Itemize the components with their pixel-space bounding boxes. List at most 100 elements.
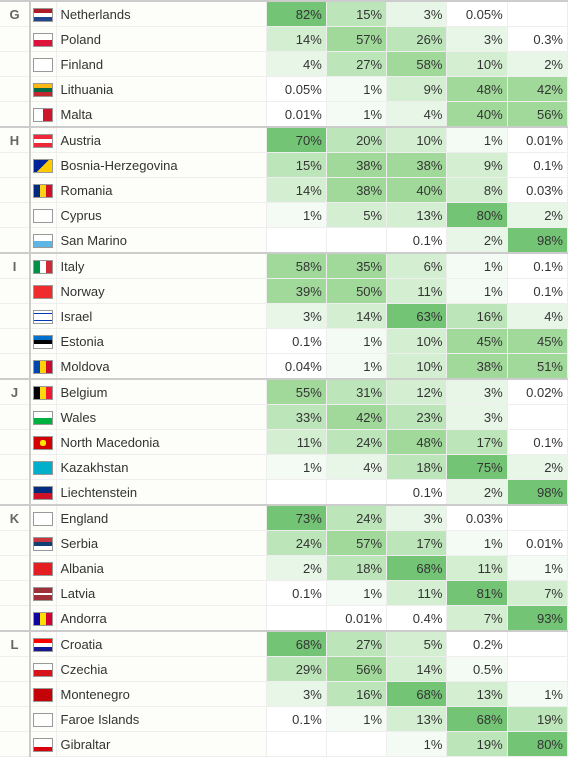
- pct-cell: 4%: [387, 102, 447, 128]
- pct-cell: [266, 606, 326, 632]
- flag-cell: [30, 379, 56, 405]
- pct-cell: 11%: [387, 279, 447, 304]
- group-cell: [0, 77, 30, 102]
- pct-cell: 11%: [387, 581, 447, 606]
- pct-cell: 3%: [266, 304, 326, 329]
- pct-cell: 1%: [266, 203, 326, 228]
- rs-flag-icon: [33, 537, 53, 551]
- flag-cell: [30, 682, 56, 707]
- table-row: Norway39%50%11%1%0.1%: [0, 279, 568, 304]
- pct-cell: 0.1%: [507, 279, 567, 304]
- pct-cell: 75%: [447, 455, 507, 480]
- table-row: Albania2%18%68%11%1%: [0, 556, 568, 581]
- pct-cell: 1%: [326, 329, 386, 354]
- pct-cell: 1%: [387, 732, 447, 757]
- group-cell: J: [0, 379, 30, 405]
- pct-cell: 14%: [266, 178, 326, 203]
- pct-cell: 33%: [266, 405, 326, 430]
- table-row: IItaly58%35%6%1%0.1%: [0, 253, 568, 279]
- table-row: Malta0.01%1%4%40%56%: [0, 102, 568, 128]
- il-flag-icon: [33, 310, 53, 324]
- flag-cell: [30, 253, 56, 279]
- pct-cell: 10%: [387, 354, 447, 380]
- pct-cell: 1%: [266, 455, 326, 480]
- pct-cell: 27%: [326, 631, 386, 657]
- pct-cell: 57%: [326, 531, 386, 556]
- pct-cell: 0.05%: [447, 1, 507, 27]
- country-name: San Marino: [56, 228, 266, 254]
- group-cell: [0, 405, 30, 430]
- pct-cell: 56%: [507, 102, 567, 128]
- table-row: Serbia24%57%17%1%0.01%: [0, 531, 568, 556]
- table-row: Gibraltar1%19%80%: [0, 732, 568, 757]
- table-row: Romania14%38%40%8%0.03%: [0, 178, 568, 203]
- pct-cell: 5%: [326, 203, 386, 228]
- pct-cell: 0.01%: [266, 102, 326, 128]
- pct-cell: 0.1%: [507, 253, 567, 279]
- no-flag-icon: [33, 285, 53, 299]
- pct-cell: 1%: [447, 127, 507, 153]
- pct-cell: 13%: [447, 682, 507, 707]
- country-name: Italy: [56, 253, 266, 279]
- table-row: Bosnia-Herzegovina15%38%38%9%0.1%: [0, 153, 568, 178]
- li-flag-icon: [33, 486, 53, 500]
- pct-cell: [266, 480, 326, 506]
- pct-cell: 9%: [447, 153, 507, 178]
- flag-cell: [30, 153, 56, 178]
- pct-cell: 0.4%: [387, 606, 447, 632]
- flag-cell: [30, 77, 56, 102]
- table-row: Latvia0.1%1%11%81%7%: [0, 581, 568, 606]
- pct-cell: 0.1%: [507, 153, 567, 178]
- pct-cell: 13%: [387, 203, 447, 228]
- pct-cell: 4%: [266, 52, 326, 77]
- pct-cell: 81%: [447, 581, 507, 606]
- pct-cell: 80%: [507, 732, 567, 757]
- pct-cell: 7%: [447, 606, 507, 632]
- pct-cell: 3%: [447, 27, 507, 52]
- pct-cell: 0.01%: [326, 606, 386, 632]
- country-name: Israel: [56, 304, 266, 329]
- pct-cell: 38%: [326, 153, 386, 178]
- pct-cell: 63%: [387, 304, 447, 329]
- country-name: England: [56, 505, 266, 531]
- group-cell: K: [0, 505, 30, 531]
- table-row: Estonia0.1%1%10%45%45%: [0, 329, 568, 354]
- pct-cell: 38%: [326, 178, 386, 203]
- country-name: Serbia: [56, 531, 266, 556]
- standings-table: GNetherlands82%15%3%0.05%Poland14%57%26%…: [0, 0, 568, 757]
- group-cell: [0, 531, 30, 556]
- flag-cell: [30, 581, 56, 606]
- country-name: Romania: [56, 178, 266, 203]
- cz-flag-icon: [33, 663, 53, 677]
- at-flag-icon: [33, 134, 53, 148]
- country-name: Cyprus: [56, 203, 266, 228]
- pct-cell: 19%: [447, 732, 507, 757]
- group-cell: [0, 203, 30, 228]
- pct-cell: 13%: [387, 707, 447, 732]
- flag-cell: [30, 556, 56, 581]
- pct-cell: 14%: [326, 304, 386, 329]
- country-name: Faroe Islands: [56, 707, 266, 732]
- group-cell: [0, 606, 30, 632]
- ba-flag-icon: [33, 159, 53, 173]
- en-flag-icon: [33, 512, 53, 526]
- pct-cell: 11%: [266, 430, 326, 455]
- pct-cell: 3%: [387, 1, 447, 27]
- mk-flag-icon: [33, 436, 53, 450]
- table-row: LCroatia68%27%5%0.2%: [0, 631, 568, 657]
- pct-cell: [266, 228, 326, 254]
- pct-cell: 0.01%: [507, 531, 567, 556]
- pct-cell: 19%: [507, 707, 567, 732]
- pct-cell: 93%: [507, 606, 567, 632]
- pct-cell: [326, 732, 386, 757]
- al-flag-icon: [33, 562, 53, 576]
- pct-cell: 3%: [266, 682, 326, 707]
- pct-cell: 16%: [326, 682, 386, 707]
- group-cell: H: [0, 127, 30, 153]
- flag-cell: [30, 732, 56, 757]
- md-flag-icon: [33, 360, 53, 374]
- country-name: Kazakhstan: [56, 455, 266, 480]
- table-row: Finland4%27%58%10%2%: [0, 52, 568, 77]
- country-name: Lithuania: [56, 77, 266, 102]
- pct-cell: 26%: [387, 27, 447, 52]
